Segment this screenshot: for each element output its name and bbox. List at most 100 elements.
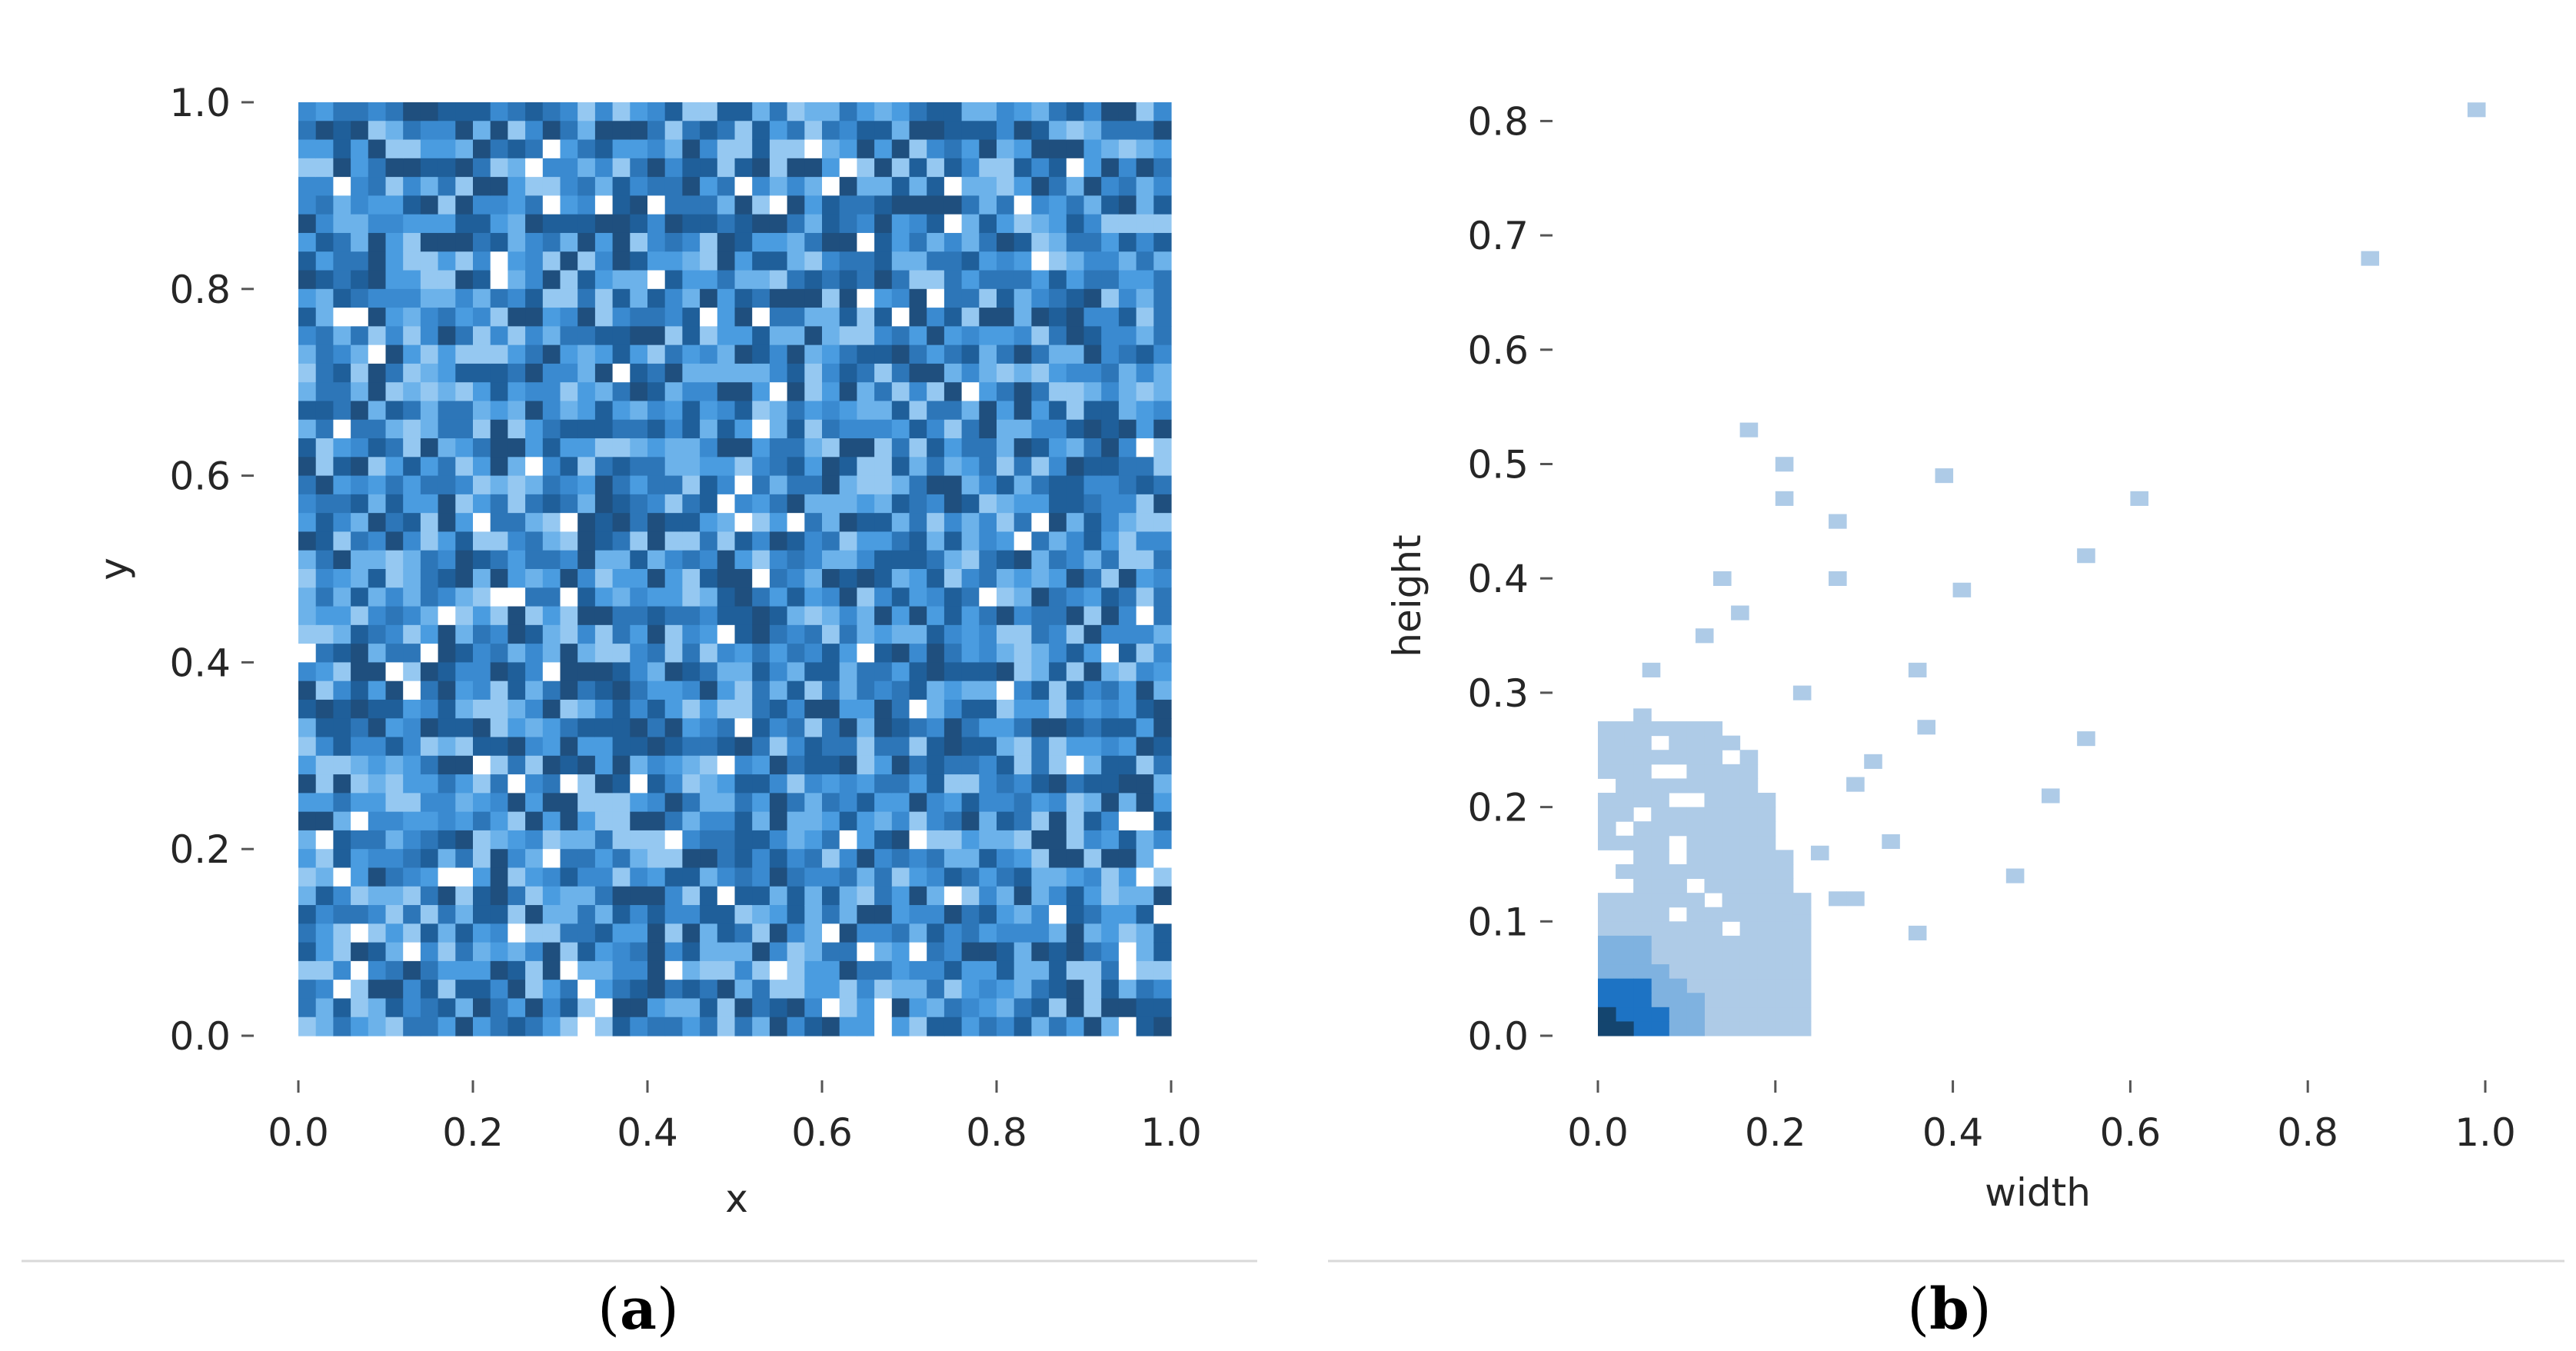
heatmap-cell bbox=[298, 587, 317, 607]
heatmap-cell bbox=[961, 606, 980, 626]
histogram-cell bbox=[1757, 821, 1776, 837]
heatmap-cell bbox=[997, 401, 1015, 421]
histogram-cell bbox=[1651, 893, 1669, 908]
heatmap-cell bbox=[1083, 718, 1102, 738]
heatmap-cell bbox=[298, 644, 317, 663]
heatmap-cell bbox=[717, 288, 736, 308]
heatmap-cell bbox=[944, 251, 963, 271]
heatmap-cell bbox=[542, 942, 561, 962]
heatmap-cell bbox=[542, 326, 561, 346]
heatmap-cell bbox=[473, 569, 491, 588]
heatmap-cell bbox=[473, 214, 491, 234]
heatmap-cell bbox=[944, 811, 963, 831]
heatmap-cell bbox=[351, 475, 369, 495]
heatmap-cell bbox=[961, 644, 980, 663]
heatmap-cell bbox=[1031, 270, 1050, 290]
heatmap-cell bbox=[874, 699, 893, 719]
heatmap-cell bbox=[490, 251, 508, 271]
heatmap-cell bbox=[630, 849, 648, 869]
heatmap-cell bbox=[351, 419, 369, 439]
heatmap-cell bbox=[804, 960, 823, 980]
heatmap-cell bbox=[1118, 1017, 1137, 1037]
histogram-cell bbox=[1704, 978, 1723, 993]
heatmap-cell bbox=[594, 214, 614, 234]
heatmap-cell bbox=[700, 905, 718, 924]
heatmap-cell bbox=[298, 232, 317, 252]
heatmap-cell bbox=[769, 288, 788, 308]
heatmap-cell bbox=[1118, 232, 1137, 252]
heatmap-cell bbox=[351, 662, 369, 682]
heatmap-cell bbox=[1153, 737, 1172, 757]
histogram-cell bbox=[1704, 735, 1723, 750]
heatmap-cell bbox=[979, 475, 997, 495]
panel-a-x-ticks: 0.0 0.2 0.4 0.6 0.8 1.0 bbox=[268, 1080, 1202, 1155]
heatmap-cell bbox=[1031, 923, 1050, 943]
heatmap-cell bbox=[1013, 569, 1032, 588]
histogram-cell bbox=[1775, 893, 1794, 908]
histogram-cell bbox=[1651, 1007, 1669, 1022]
heatmap-cell bbox=[664, 550, 683, 570]
histogram-cell bbox=[1686, 950, 1705, 965]
heatmap-cell bbox=[682, 121, 701, 141]
histogram-cell bbox=[1792, 950, 1812, 965]
heatmap-cell bbox=[909, 363, 927, 383]
heatmap-cell bbox=[769, 923, 788, 943]
heatmap-cell bbox=[891, 680, 910, 700]
heatmap-cell bbox=[1153, 288, 1172, 308]
heatmap-cell bbox=[1066, 923, 1085, 943]
heatmap-cell bbox=[891, 214, 910, 234]
heatmap-cell bbox=[857, 606, 875, 626]
heatmap-cell bbox=[717, 326, 736, 346]
heatmap-cell bbox=[997, 251, 1015, 271]
heatmap-cell bbox=[542, 550, 561, 570]
heatmap-cell bbox=[630, 942, 648, 962]
heatmap-cell bbox=[647, 587, 666, 607]
heatmap-cell bbox=[664, 177, 683, 196]
heatmap-cell bbox=[752, 793, 770, 813]
heatmap-cell bbox=[822, 270, 840, 290]
heatmap-cell bbox=[1101, 494, 1120, 514]
histogram-cell bbox=[1686, 821, 1705, 837]
heatmap-cell bbox=[909, 662, 927, 682]
heatmap-cell bbox=[525, 177, 544, 196]
heatmap-cell bbox=[874, 905, 893, 924]
heatmap-cell bbox=[455, 606, 474, 626]
heatmap-cell bbox=[438, 419, 456, 439]
heatmap-cell bbox=[1118, 475, 1137, 495]
heatmap-cell bbox=[333, 923, 351, 943]
heatmap-cell bbox=[769, 419, 788, 439]
heatmap-cell bbox=[333, 569, 351, 588]
heatmap-cell bbox=[333, 606, 351, 626]
heatmap-cell bbox=[700, 457, 718, 477]
heatmap-cell bbox=[961, 177, 980, 196]
heatmap-cell bbox=[1118, 830, 1137, 850]
heatmap-cell bbox=[874, 326, 893, 346]
histogram-cell bbox=[1704, 721, 1723, 737]
heatmap-cell bbox=[909, 344, 927, 364]
heatmap-cell bbox=[438, 886, 456, 906]
heatmap-cell bbox=[822, 680, 840, 700]
heatmap-cell bbox=[612, 923, 631, 943]
heatmap-cell bbox=[438, 401, 456, 421]
heatmap-cell bbox=[752, 382, 770, 402]
heatmap-cell bbox=[891, 886, 910, 906]
heatmap-cell bbox=[612, 438, 631, 458]
heatmap-cell bbox=[804, 438, 823, 458]
heatmap-cell bbox=[490, 308, 508, 327]
heatmap-cell bbox=[1083, 531, 1102, 551]
heatmap-cell bbox=[804, 644, 823, 663]
heatmap-cell bbox=[630, 531, 648, 551]
heatmap-cell bbox=[403, 755, 421, 775]
heatmap-cell bbox=[1118, 680, 1137, 700]
histogram-cell bbox=[1792, 964, 1812, 980]
heatmap-cell bbox=[769, 886, 788, 906]
heatmap-cell bbox=[734, 662, 753, 682]
heatmap-cell bbox=[351, 531, 369, 551]
heatmap-cell bbox=[1083, 344, 1102, 364]
heatmap-cell bbox=[664, 457, 683, 477]
heatmap-cell bbox=[351, 177, 369, 196]
heatmap-cell bbox=[1031, 419, 1050, 439]
heatmap-cell bbox=[542, 475, 561, 495]
heatmap-cell bbox=[508, 960, 526, 980]
heatmap-cell bbox=[455, 774, 474, 794]
